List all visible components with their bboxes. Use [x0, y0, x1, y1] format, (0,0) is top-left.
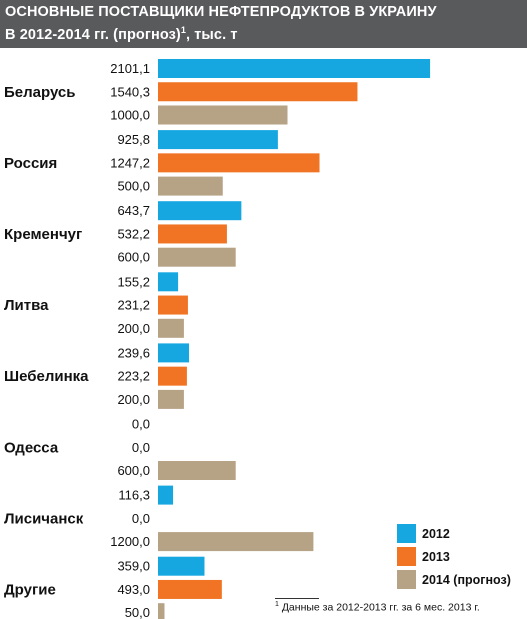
value-label: 0,0 [132, 511, 150, 526]
bar [158, 389, 184, 409]
value-label: 223,2 [117, 369, 150, 384]
value-label: 359,0 [117, 559, 150, 574]
category-label: Одесса [4, 439, 59, 456]
value-label: 643,7 [117, 203, 150, 218]
bar [158, 556, 205, 576]
value-label: 925,8 [117, 132, 150, 147]
legend-swatch [397, 524, 416, 543]
value-label: 231,2 [117, 298, 150, 313]
footnote-text: Данные за 2012-2013 гг. за 6 мес. 2013 г… [278, 601, 480, 614]
bar [158, 247, 236, 267]
value-label: 493,0 [117, 582, 150, 597]
chart-title-line1: ОСНОВНЫЕ ПОСТАВЩИКИ НЕФТЕПРОДУКТОВ В УКР… [5, 4, 437, 20]
bar [158, 59, 431, 78]
value-label: 0,0 [132, 440, 150, 455]
value-label: 1000,0 [110, 108, 150, 123]
value-label: 200,0 [117, 321, 150, 336]
category-label: Шебелинка [4, 368, 89, 385]
bar [158, 224, 227, 244]
chart-title-line2: В 2012-2014 гг. (прогноз)1, тыс. т [5, 25, 238, 43]
footnote: 1 Данные за 2012-2013 гг. за 6 мес. 2013… [275, 601, 480, 614]
legend-label: 2014 (прогноз) [422, 573, 511, 587]
chart-title-line2-main: В 2012-2014 гг. (прогноз) [5, 26, 181, 43]
chart-header: ОСНОВНЫЕ ПОСТАВЩИКИ НЕФТЕПРОДУКТОВ В УКР… [0, 0, 527, 48]
value-label: 1247,2 [110, 155, 150, 170]
category-label: Литва [4, 297, 49, 314]
bar [158, 295, 188, 315]
bar [158, 366, 187, 386]
legend-label: 2012 [422, 527, 450, 541]
bar [158, 272, 179, 292]
bar [158, 532, 314, 552]
category-label: Другие [4, 581, 56, 598]
bar [158, 603, 165, 619]
legend-swatch [397, 570, 416, 589]
bar [158, 82, 358, 102]
footnote-divider [275, 598, 319, 599]
bar [158, 201, 242, 221]
footnote-ref: 1 [180, 25, 186, 35]
bar [158, 485, 174, 505]
footnote-marker: 1 [275, 601, 279, 608]
bar [158, 176, 223, 196]
bar [158, 461, 236, 480]
value-label: 2101,1 [110, 61, 150, 76]
bar [158, 579, 222, 599]
value-label: 155,2 [117, 274, 150, 289]
value-label: 200,0 [117, 392, 150, 407]
bar [158, 318, 184, 338]
bar [158, 343, 190, 363]
value-label: 1200,0 [110, 534, 150, 549]
category-label: Беларусь [4, 84, 76, 101]
value-label: 532,2 [117, 226, 150, 241]
value-label: 1540,3 [110, 84, 150, 99]
legend-label: 2013 [422, 550, 450, 564]
chart-title-unit: , тыс. т [185, 26, 238, 43]
value-label: 0,0 [132, 417, 150, 432]
category-label: Россия [4, 155, 57, 172]
value-label: 600,0 [117, 463, 150, 478]
value-label: 600,0 [117, 250, 150, 265]
value-label: 50,0 [125, 605, 150, 619]
category-label: Лисичанск [4, 510, 84, 527]
bar [158, 153, 320, 173]
bar [158, 105, 288, 125]
category-label: Кременчуг [4, 226, 82, 243]
legend-swatch [397, 547, 416, 566]
value-label: 116,3 [118, 488, 150, 503]
value-label: 500,0 [117, 179, 150, 194]
value-label: 239,6 [117, 345, 150, 360]
bar [158, 130, 278, 150]
